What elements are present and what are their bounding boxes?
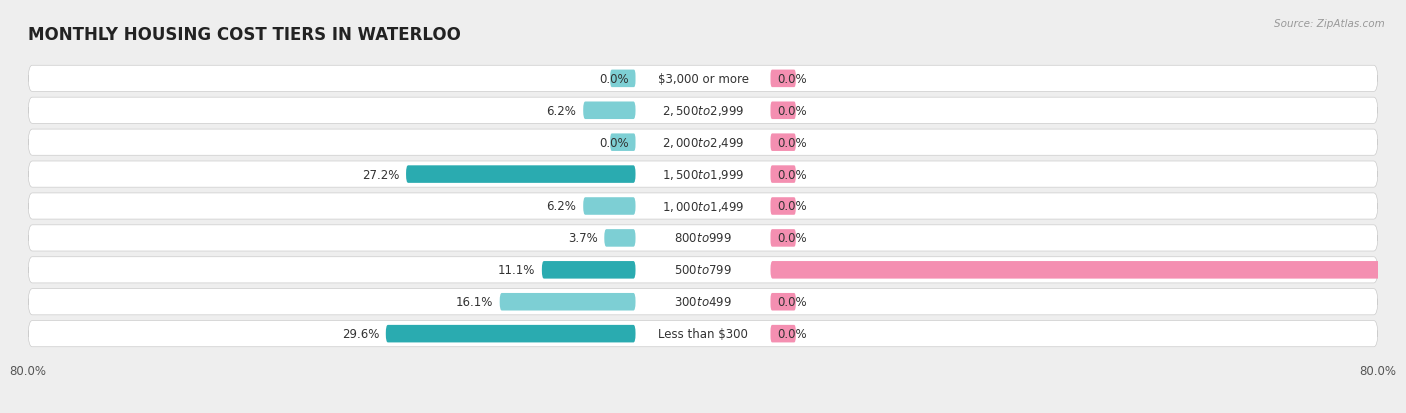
Text: 29.6%: 29.6% (342, 328, 380, 340)
FancyBboxPatch shape (770, 102, 796, 120)
FancyBboxPatch shape (28, 98, 1378, 124)
FancyBboxPatch shape (406, 166, 636, 183)
Text: $2,000 to $2,499: $2,000 to $2,499 (662, 136, 744, 150)
FancyBboxPatch shape (28, 257, 1378, 283)
FancyBboxPatch shape (770, 293, 796, 311)
FancyBboxPatch shape (541, 261, 636, 279)
Text: Source: ZipAtlas.com: Source: ZipAtlas.com (1274, 19, 1385, 28)
FancyBboxPatch shape (28, 321, 1378, 347)
FancyBboxPatch shape (385, 325, 636, 343)
FancyBboxPatch shape (583, 102, 636, 120)
FancyBboxPatch shape (770, 230, 796, 247)
FancyBboxPatch shape (605, 230, 636, 247)
Text: 0.0%: 0.0% (778, 73, 807, 85)
Text: 6.2%: 6.2% (547, 200, 576, 213)
Text: 0.0%: 0.0% (778, 168, 807, 181)
FancyBboxPatch shape (28, 130, 1378, 156)
Text: 0.0%: 0.0% (778, 232, 807, 245)
Text: 0.0%: 0.0% (778, 328, 807, 340)
FancyBboxPatch shape (770, 166, 796, 183)
Text: 0.0%: 0.0% (778, 296, 807, 309)
FancyBboxPatch shape (28, 161, 1378, 188)
FancyBboxPatch shape (770, 325, 796, 343)
Text: 3.7%: 3.7% (568, 232, 598, 245)
Text: 0.0%: 0.0% (778, 200, 807, 213)
FancyBboxPatch shape (28, 225, 1378, 252)
Text: $800 to $999: $800 to $999 (673, 232, 733, 245)
Text: 11.1%: 11.1% (498, 263, 536, 277)
FancyBboxPatch shape (770, 134, 796, 152)
FancyBboxPatch shape (770, 261, 1406, 279)
Text: 0.0%: 0.0% (778, 104, 807, 117)
Text: $1,500 to $1,999: $1,500 to $1,999 (662, 168, 744, 182)
Text: $2,500 to $2,999: $2,500 to $2,999 (662, 104, 744, 118)
Text: 0.0%: 0.0% (599, 73, 628, 85)
FancyBboxPatch shape (770, 198, 796, 215)
Text: Less than $300: Less than $300 (658, 328, 748, 340)
FancyBboxPatch shape (28, 289, 1378, 315)
Text: 0.0%: 0.0% (778, 136, 807, 150)
FancyBboxPatch shape (583, 198, 636, 215)
Text: 27.2%: 27.2% (361, 168, 399, 181)
Text: 16.1%: 16.1% (456, 296, 494, 309)
Text: $500 to $799: $500 to $799 (673, 263, 733, 277)
Text: $300 to $499: $300 to $499 (673, 296, 733, 309)
Text: MONTHLY HOUSING COST TIERS IN WATERLOO: MONTHLY HOUSING COST TIERS IN WATERLOO (28, 26, 461, 44)
FancyBboxPatch shape (610, 70, 636, 88)
FancyBboxPatch shape (499, 293, 636, 311)
FancyBboxPatch shape (28, 66, 1378, 92)
FancyBboxPatch shape (610, 134, 636, 152)
Text: $1,000 to $1,499: $1,000 to $1,499 (662, 199, 744, 214)
FancyBboxPatch shape (770, 70, 796, 88)
FancyBboxPatch shape (28, 193, 1378, 220)
Text: 6.2%: 6.2% (547, 104, 576, 117)
Text: $3,000 or more: $3,000 or more (658, 73, 748, 85)
Text: 0.0%: 0.0% (599, 136, 628, 150)
